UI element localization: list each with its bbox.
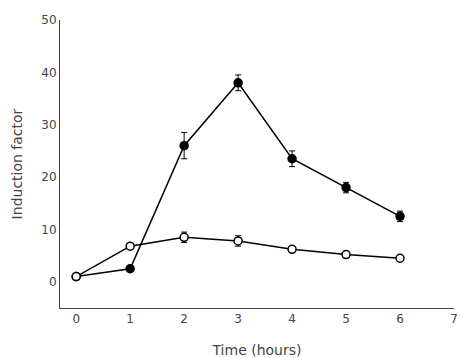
svg-text:7: 7 [450,312,458,326]
svg-text:Time (hours): Time (hours) [212,342,302,358]
svg-text:40: 40 [41,66,56,80]
svg-text:4: 4 [288,312,296,326]
svg-text:0: 0 [49,275,57,289]
svg-text:5: 5 [342,312,350,326]
svg-text:6: 6 [396,312,404,326]
svg-text:10: 10 [41,223,56,237]
svg-text:50: 50 [41,13,56,27]
svg-text:Induction factor: Induction factor [9,108,25,219]
svg-text:3: 3 [234,312,242,326]
svg-text:20: 20 [41,170,56,184]
svg-text:30: 30 [41,118,56,132]
svg-text:2: 2 [180,312,188,326]
svg-text:0: 0 [72,312,80,326]
svg-text:1: 1 [126,312,134,326]
